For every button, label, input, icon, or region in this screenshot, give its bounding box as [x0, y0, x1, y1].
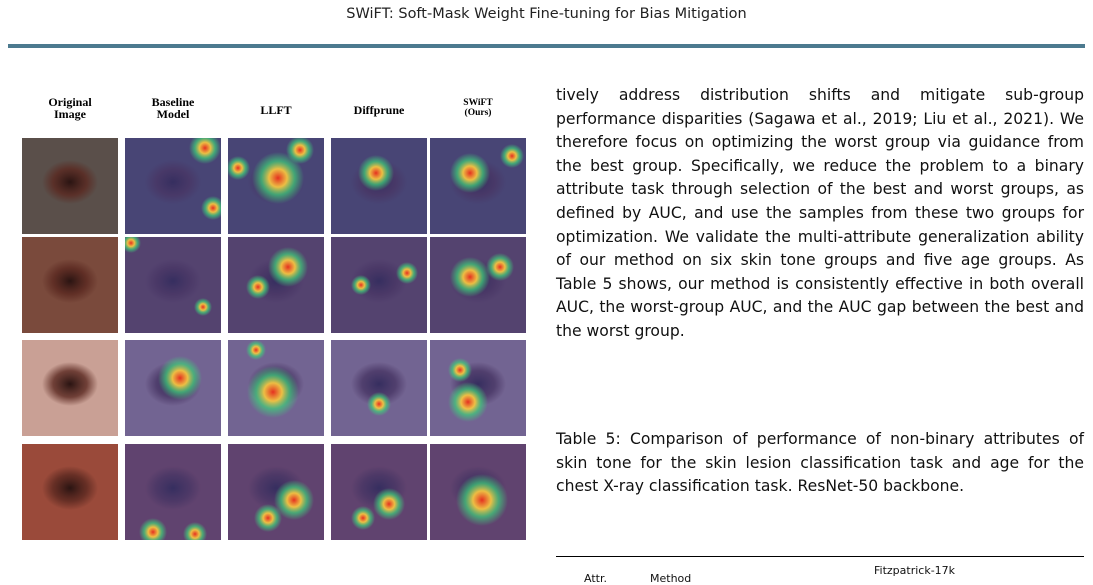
table-col-attr: Attr.	[584, 572, 607, 585]
figure-cell-row2-llft	[228, 237, 324, 333]
figure-cell-row2-swift	[430, 237, 526, 333]
figure-cell-row1-baseline-model	[125, 138, 221, 234]
figure-cell-row4-baseline-model	[125, 444, 221, 540]
table-col-method: Method	[650, 572, 692, 585]
table-caption: Table 5: Comparison of performance of no…	[556, 430, 1084, 496]
figure-cell-row1-original-image	[22, 138, 118, 234]
figure-cell-row3-original-image	[22, 340, 118, 436]
body-paragraph: tively address distribution shifts and m…	[556, 86, 1084, 340]
figure-cell-row4-llft	[228, 444, 324, 540]
column-header-baseline-model: Baseline Model	[151, 95, 195, 121]
figure-cell-row1-swift	[430, 138, 526, 234]
figure-cell-row3-llft	[228, 340, 324, 436]
figure-cell-row2-original-image	[22, 237, 118, 333]
header-rule	[8, 44, 1085, 48]
table-group-header: Fitzpatrick-17k	[874, 564, 956, 577]
figure-cell-row1-diffprune	[331, 138, 427, 234]
figure-cell-row3-swift	[430, 340, 526, 436]
figure-cell-row2-diffprune	[331, 237, 427, 333]
figure-cell-row1-llft	[228, 138, 324, 234]
column-header-original-image: Original Image	[48, 95, 92, 121]
figure-cell-row4-swift	[430, 444, 526, 540]
column-header-llft: LLFT	[260, 103, 292, 117]
figure-cell-row3-baseline-model	[125, 340, 221, 436]
table-top-rule	[556, 556, 1084, 557]
page-header-title: SWiFT: Soft-Mask Weight Fine-tuning for …	[346, 6, 747, 22]
figure-cell-row3-diffprune	[331, 340, 427, 436]
figure-cell-row4-original-image	[22, 444, 118, 540]
figure-cell-row4-diffprune	[331, 444, 427, 540]
column-header-swift: SWiFT (Ours)	[463, 98, 493, 118]
figure-cell-row2-baseline-model	[125, 237, 221, 333]
column-header-diffprune: Diffprune	[353, 103, 405, 117]
